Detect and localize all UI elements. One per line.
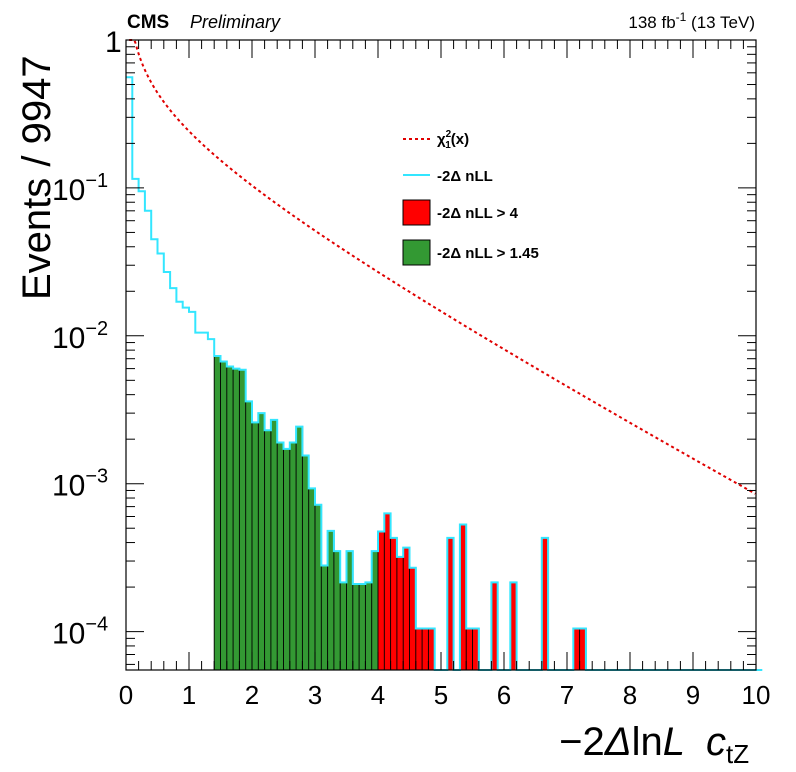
histogram-bar bbox=[264, 429, 272, 671]
histogram-bar bbox=[220, 361, 228, 671]
x-axis-title: −2ΔlnL bbox=[559, 720, 685, 764]
y-tick-label: 10−1 bbox=[52, 170, 108, 207]
experiment-label: CMS bbox=[127, 12, 169, 33]
legend-green-label: -2Δ nLL > 1.45 bbox=[437, 245, 539, 262]
histogram-bar bbox=[377, 531, 386, 671]
histogram-bar bbox=[465, 628, 474, 671]
chi2-curve bbox=[129, 39, 756, 495]
y-tick-label: 1 bbox=[105, 26, 122, 59]
legend-chi2-chi: χ bbox=[437, 131, 446, 148]
lumi-value: 138 fb bbox=[628, 13, 675, 32]
legend-chi2-sub: 1 bbox=[445, 140, 451, 151]
histogram-bar bbox=[257, 412, 266, 671]
axis-ticks bbox=[125, 39, 757, 670]
histogram-bar bbox=[226, 366, 234, 671]
y-tick-label: 10−2 bbox=[52, 318, 108, 355]
y-tick-labels: 1 10−1 10−2 10−3 10−4 bbox=[52, 26, 122, 651]
x-tick-label: 3 bbox=[308, 680, 322, 710]
histogram-bar bbox=[289, 442, 297, 671]
energy-label: (13 TeV) bbox=[686, 13, 755, 32]
histogram-bar bbox=[358, 583, 367, 671]
x-axis-title-delta: Δ bbox=[604, 720, 632, 764]
x-axis-title-L: L bbox=[663, 720, 685, 764]
histogram-bar bbox=[352, 583, 360, 671]
parameter-label-sub: tZ bbox=[726, 739, 749, 769]
legend-red-swatch bbox=[402, 199, 431, 226]
x-tick-label: 2 bbox=[245, 680, 259, 710]
histogram-bar bbox=[213, 355, 222, 671]
x-tick-label: 10 bbox=[742, 680, 771, 710]
histogram-bar bbox=[232, 368, 241, 671]
x-tick-label: 0 bbox=[119, 680, 133, 710]
y-tick-label: 10−3 bbox=[52, 466, 108, 503]
histogram-bar bbox=[415, 628, 423, 671]
histogram-bar bbox=[283, 448, 291, 671]
x-tick-label: 1 bbox=[182, 680, 196, 710]
legend-chi2-sup: 2 bbox=[446, 129, 452, 140]
histogram-bar bbox=[238, 369, 247, 671]
histogram-bar bbox=[308, 487, 316, 671]
histogram-bar bbox=[270, 419, 278, 671]
x-tick-label: 7 bbox=[560, 680, 574, 710]
y-tick-label: 10−4 bbox=[52, 614, 108, 651]
x-tick-label: 6 bbox=[497, 680, 511, 710]
histogram-bar bbox=[339, 581, 348, 671]
histogram-bar bbox=[251, 421, 260, 671]
x-tick-label: 8 bbox=[623, 680, 637, 710]
parameter-label-base: c bbox=[706, 720, 726, 764]
x-tick-labels: 0 1 2 3 4 5 6 7 8 9 10 bbox=[119, 680, 771, 710]
legend-chi2-label: χ2 1(x) bbox=[437, 129, 469, 151]
x-tick-label: 4 bbox=[371, 680, 385, 710]
histogram-bar bbox=[245, 400, 253, 671]
status-label: Preliminary bbox=[190, 12, 281, 32]
histogram-bar bbox=[421, 628, 430, 671]
lumi-label: 138 fb-1 (13 TeV) bbox=[628, 10, 755, 32]
x-axis-title-prefix: −2 bbox=[559, 720, 605, 764]
legend-nll-label: -2Δ nLL bbox=[437, 168, 493, 185]
x-tick-label: 9 bbox=[686, 680, 700, 710]
histogram-bar bbox=[396, 556, 404, 671]
legend-green-swatch bbox=[402, 239, 431, 266]
histogram-bar bbox=[320, 565, 329, 671]
histogram-fills bbox=[213, 355, 587, 671]
parameter-label: ctZ bbox=[706, 720, 749, 769]
x-tick-label: 5 bbox=[434, 680, 448, 710]
lumi-exponent: -1 bbox=[676, 10, 687, 24]
legend-chi2-arg: (x) bbox=[451, 131, 469, 148]
histogram-bar bbox=[364, 581, 373, 671]
legend: χ2 1(x) -2Δ nLL -2Δ nLL > 4 -2Δ nLL > 1.4… bbox=[402, 129, 539, 266]
legend-red-label: -2Δ nLL > 4 bbox=[437, 205, 519, 222]
histogram-bar bbox=[276, 442, 285, 671]
histogram-bar bbox=[295, 426, 304, 671]
y-axis-title: Events / 9947 bbox=[15, 55, 59, 300]
x-axis-title-ln: ln bbox=[632, 720, 663, 764]
